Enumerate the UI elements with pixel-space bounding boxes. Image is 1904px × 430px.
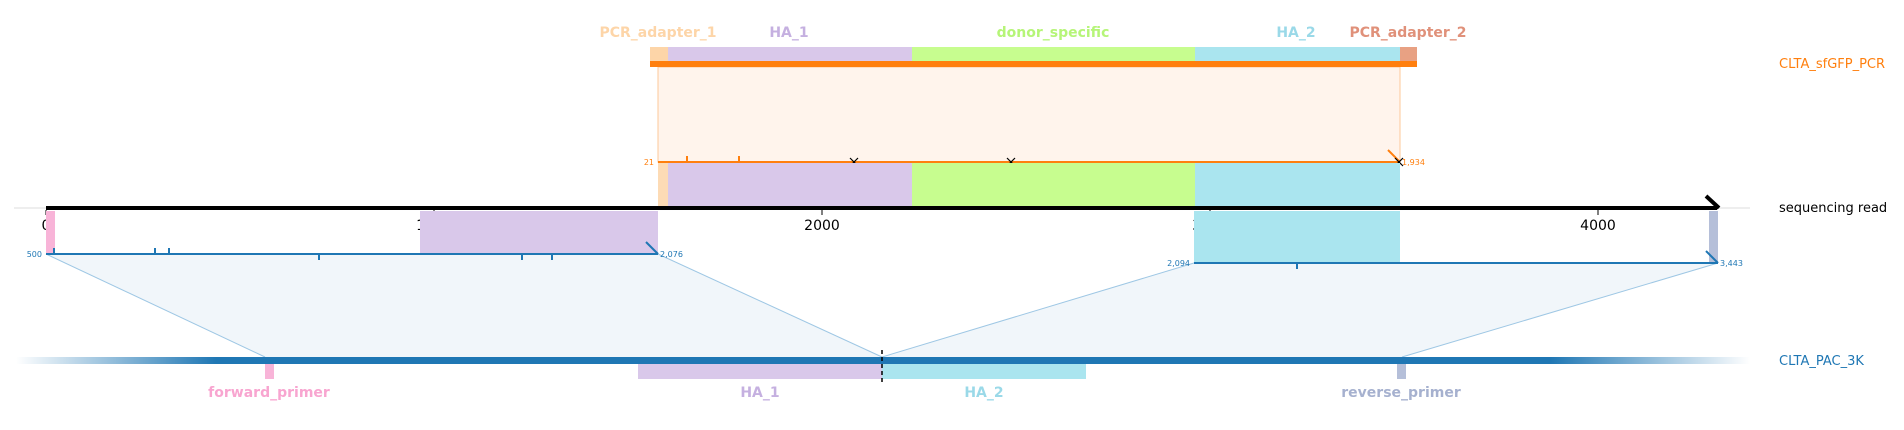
donor-pcr-adapter-2-bar [1400,47,1417,61]
target-alignment-connectors [45,253,1719,358]
target-right-alignment-band [882,263,1718,357]
target-left-mismatch-marks [53,241,659,260]
read-ha-2-lower-column [1194,211,1400,263]
label-donor-specific: donor_specific [997,25,1110,41]
read-ha-1-column [668,163,912,207]
target-ha-2-bar [882,364,1086,379]
read-forward-primer-column [46,211,55,255]
read-pcr-adapter-1-column [658,163,668,207]
label-ha-1-bottom: HA_1 [740,385,779,401]
target-reverse-primer-bar [1397,364,1406,379]
target-forward-primer-bar [265,364,274,379]
read-ha-2-column [1195,163,1400,207]
target-right-start-label: 2,094 [1167,259,1190,268]
read-line [46,206,1717,210]
read-tick-4000: 4000 [1580,218,1616,234]
donor-ha-1-bar [668,47,912,61]
donor-alignment-band [657,66,1401,163]
target-right-end-label: 3,443 [1720,259,1743,268]
target-line-fade-left [16,357,216,364]
target-ha-1-bar [638,364,882,379]
read-ha-1-lower-column [420,211,658,254]
target-line [216,357,1550,364]
target-left-alignment-band [46,254,882,357]
target-name: CLTA_PAC_3K [1779,354,1864,369]
label-pcr-adapter-2: PCR_adapter_2 [1349,25,1466,41]
target-line-fade-right [1550,357,1750,364]
donor-sequence-line [650,61,1417,67]
label-ha-1-top: HA_1 [769,25,808,41]
read-reverse-primer-column [1709,211,1718,263]
donor-end-label: 1,934 [1402,158,1425,167]
label-forward-primer: forward_primer [208,385,330,401]
label-ha-2-top: HA_2 [1276,25,1315,41]
read-donor-specific-column [912,163,1195,207]
read-tick-2000: 2000 [804,218,840,234]
label-ha-2-bottom: HA_2 [964,385,1003,401]
target-left-start-label: 500 [27,250,42,259]
donor-pcr-adapter-1-bar [650,47,668,61]
donor-name: CLTA_sfGFP_PCR [1779,57,1885,72]
read-end-arrow [1704,194,1721,210]
target-left-end-label: 2,076 [660,250,683,259]
label-pcr-adapter-1: PCR_adapter_1 [599,25,716,41]
donor-ha-2-bar [1195,47,1400,61]
read-name: sequencing read [1779,201,1887,216]
donor-donor-specific-bar [912,47,1195,61]
target-right-mismatch-marks [1296,250,1719,269]
label-reverse-primer: reverse_primer [1341,385,1461,401]
donor-start-label: 21 [644,158,654,167]
